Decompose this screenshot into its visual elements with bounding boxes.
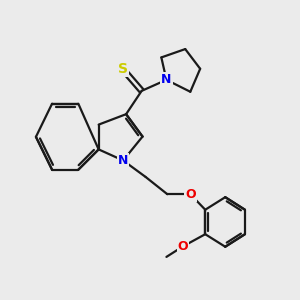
Text: O: O — [178, 240, 188, 253]
Text: O: O — [185, 188, 196, 201]
Text: N: N — [161, 73, 172, 86]
Text: N: N — [118, 154, 128, 167]
Text: S: S — [118, 62, 128, 76]
